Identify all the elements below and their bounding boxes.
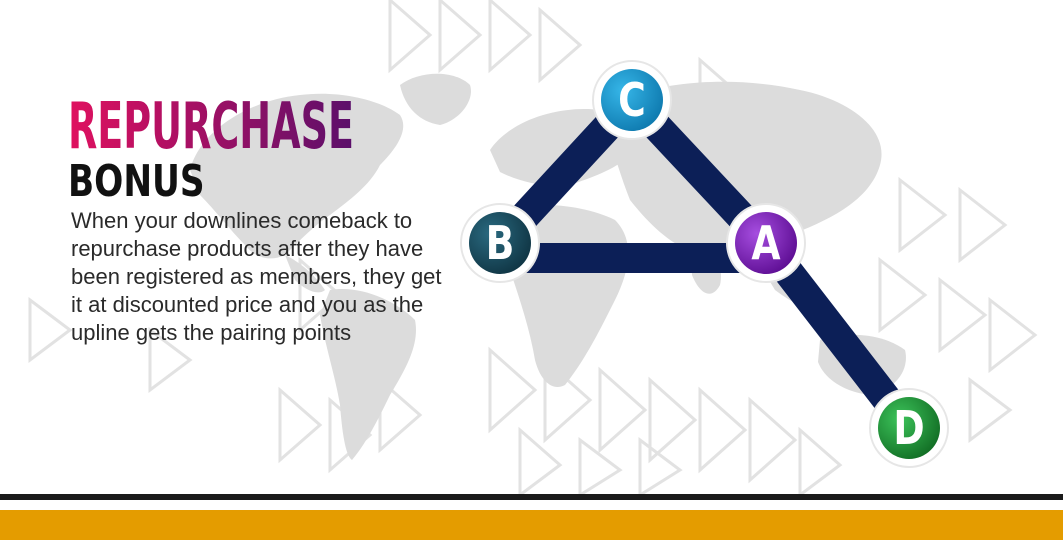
- title-main: REPURCHASE: [68, 90, 354, 158]
- description-text: When your downlines comeback to repurcha…: [71, 208, 442, 345]
- title-block: REPURCHASE BONUS: [68, 88, 368, 204]
- title-line2: BONUS: [68, 156, 205, 207]
- node-a-circle: [735, 212, 797, 274]
- node-b-label: B: [486, 216, 515, 270]
- node-c: C: [592, 60, 672, 140]
- node-d: D: [869, 388, 949, 468]
- node-a: A: [726, 203, 806, 283]
- title-line1: REPURCHASE: [68, 90, 354, 158]
- node-c-circle: [601, 69, 663, 131]
- footer-line: [0, 494, 1063, 500]
- node-b-circle: [469, 212, 531, 274]
- node-d-label: D: [893, 401, 924, 455]
- node-b: B: [460, 203, 540, 283]
- footer-bar: [0, 510, 1063, 540]
- node-d-circle: [878, 397, 940, 459]
- node-c-label: C: [618, 73, 646, 127]
- node-a-label: A: [751, 216, 781, 270]
